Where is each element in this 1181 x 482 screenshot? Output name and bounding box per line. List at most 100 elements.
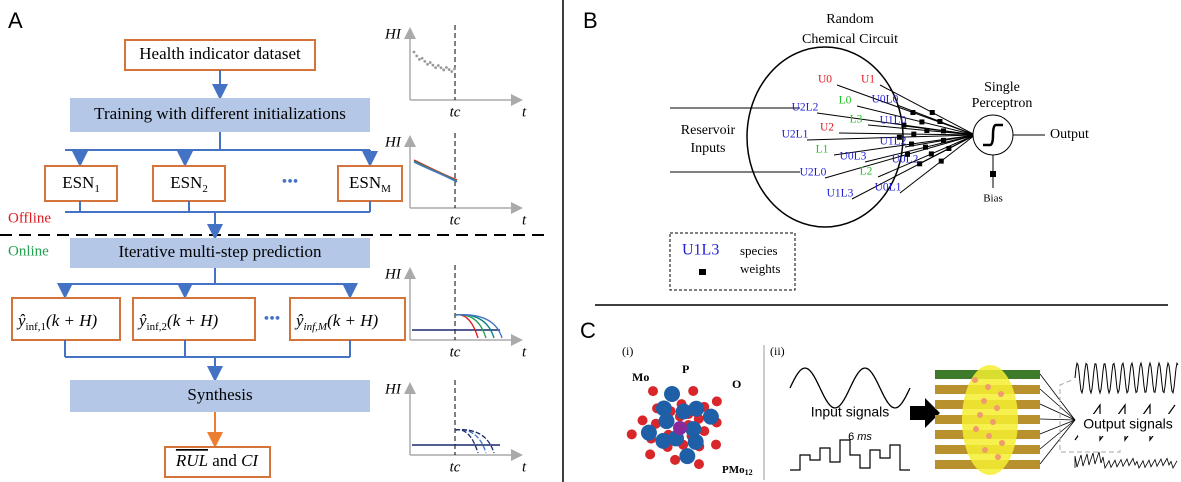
connector <box>65 132 370 150</box>
particle <box>972 377 978 383</box>
text-part: M <box>381 183 391 195</box>
curve <box>437 64 440 67</box>
panel-label: B <box>583 8 598 33</box>
curve <box>414 162 457 182</box>
figure: A Health indicator dataset Training with… <box>0 0 1181 482</box>
curve <box>450 70 453 73</box>
atom <box>648 386 658 396</box>
axis-label: tc <box>450 459 461 475</box>
legend-text: species <box>740 243 778 258</box>
ellipsis: ••• <box>282 174 299 191</box>
ellipsis: ••• <box>264 311 281 328</box>
output-signals-label: Output signals <box>1083 416 1173 432</box>
offline-label: Offline <box>8 210 51 226</box>
panel-label: C <box>580 318 596 343</box>
atom <box>688 434 704 450</box>
molecule-label: PMo12 <box>722 464 753 477</box>
curve <box>455 430 478 453</box>
weight <box>905 152 910 157</box>
atom <box>638 415 648 425</box>
wire <box>1040 420 1075 449</box>
species-label: L0 <box>839 95 852 107</box>
text-part: RUL <box>175 451 208 470</box>
text-part: inf,M <box>304 321 328 333</box>
species-label: U2L0 <box>800 167 827 179</box>
weight-line <box>857 106 975 135</box>
atom <box>670 455 680 465</box>
atom <box>656 401 672 417</box>
species-label: U0L0 <box>872 94 899 106</box>
curve <box>455 430 486 453</box>
species-label: L2 <box>860 166 873 178</box>
axis-label: HI <box>384 134 402 150</box>
weight <box>917 161 922 166</box>
atom <box>664 386 680 402</box>
atom <box>688 386 698 396</box>
species-label: U1L2 <box>880 136 907 148</box>
curve <box>455 315 478 338</box>
text-part: and <box>212 451 237 470</box>
axis-label: t <box>522 344 527 360</box>
curve <box>440 66 443 69</box>
box-text: ESN2 <box>170 173 208 195</box>
text-part: ESN <box>170 173 202 192</box>
connector <box>65 340 350 357</box>
online-label: Online <box>8 243 49 259</box>
weight <box>911 132 916 137</box>
axis-label: HI <box>384 381 402 397</box>
atom <box>711 440 721 450</box>
curve <box>442 69 445 72</box>
curve <box>413 51 416 54</box>
text-part: 12 <box>745 468 753 477</box>
axis-label: HI <box>384 266 402 282</box>
box-text: Training with different initializations <box>94 104 346 123</box>
weight <box>941 128 946 133</box>
weight <box>937 119 942 124</box>
atom <box>688 401 704 417</box>
sub-label: (ii) <box>770 344 785 358</box>
weight-line <box>897 105 975 135</box>
species-label: U2L1 <box>782 129 809 141</box>
curve <box>434 66 437 69</box>
curve <box>414 160 457 180</box>
text-part: (k + H) <box>46 311 97 330</box>
axis-label: HI <box>384 26 402 42</box>
axis-label: tc <box>450 212 461 228</box>
species-label: U0L1 <box>875 182 902 194</box>
species-label: U1L3 <box>827 188 854 200</box>
particle <box>990 419 996 425</box>
particle <box>986 433 992 439</box>
legend-weight <box>699 269 706 275</box>
circuit-title: Chemical Circuit <box>802 32 898 47</box>
molecule <box>627 386 722 469</box>
particle <box>994 405 1000 411</box>
species-label: U2 <box>820 122 834 134</box>
connector <box>65 268 350 284</box>
bias-label: Bias <box>983 193 1003 205</box>
atom <box>703 409 719 425</box>
box-text: ESN1 <box>62 173 100 195</box>
atom <box>694 459 704 469</box>
curve <box>455 315 494 338</box>
atom-label: O <box>732 377 741 391</box>
species-label: L1 <box>816 144 829 156</box>
atom-label: Mo <box>632 370 649 384</box>
weight <box>930 110 935 115</box>
curve <box>415 54 418 57</box>
particle <box>981 398 987 404</box>
panel-label: A <box>8 8 23 33</box>
curve <box>421 57 424 60</box>
axis-label: t <box>522 459 527 475</box>
text-part: 6 <box>848 431 854 443</box>
output-label: Output <box>1050 127 1089 142</box>
particle <box>977 412 983 418</box>
text-part: ŷ <box>16 311 26 330</box>
text-part: ms <box>857 431 872 443</box>
text-part: ŷ <box>137 311 147 330</box>
curve <box>423 60 426 63</box>
box-text: RUL and CI <box>175 451 260 470</box>
curve <box>453 68 456 71</box>
output-wave <box>1075 363 1178 393</box>
